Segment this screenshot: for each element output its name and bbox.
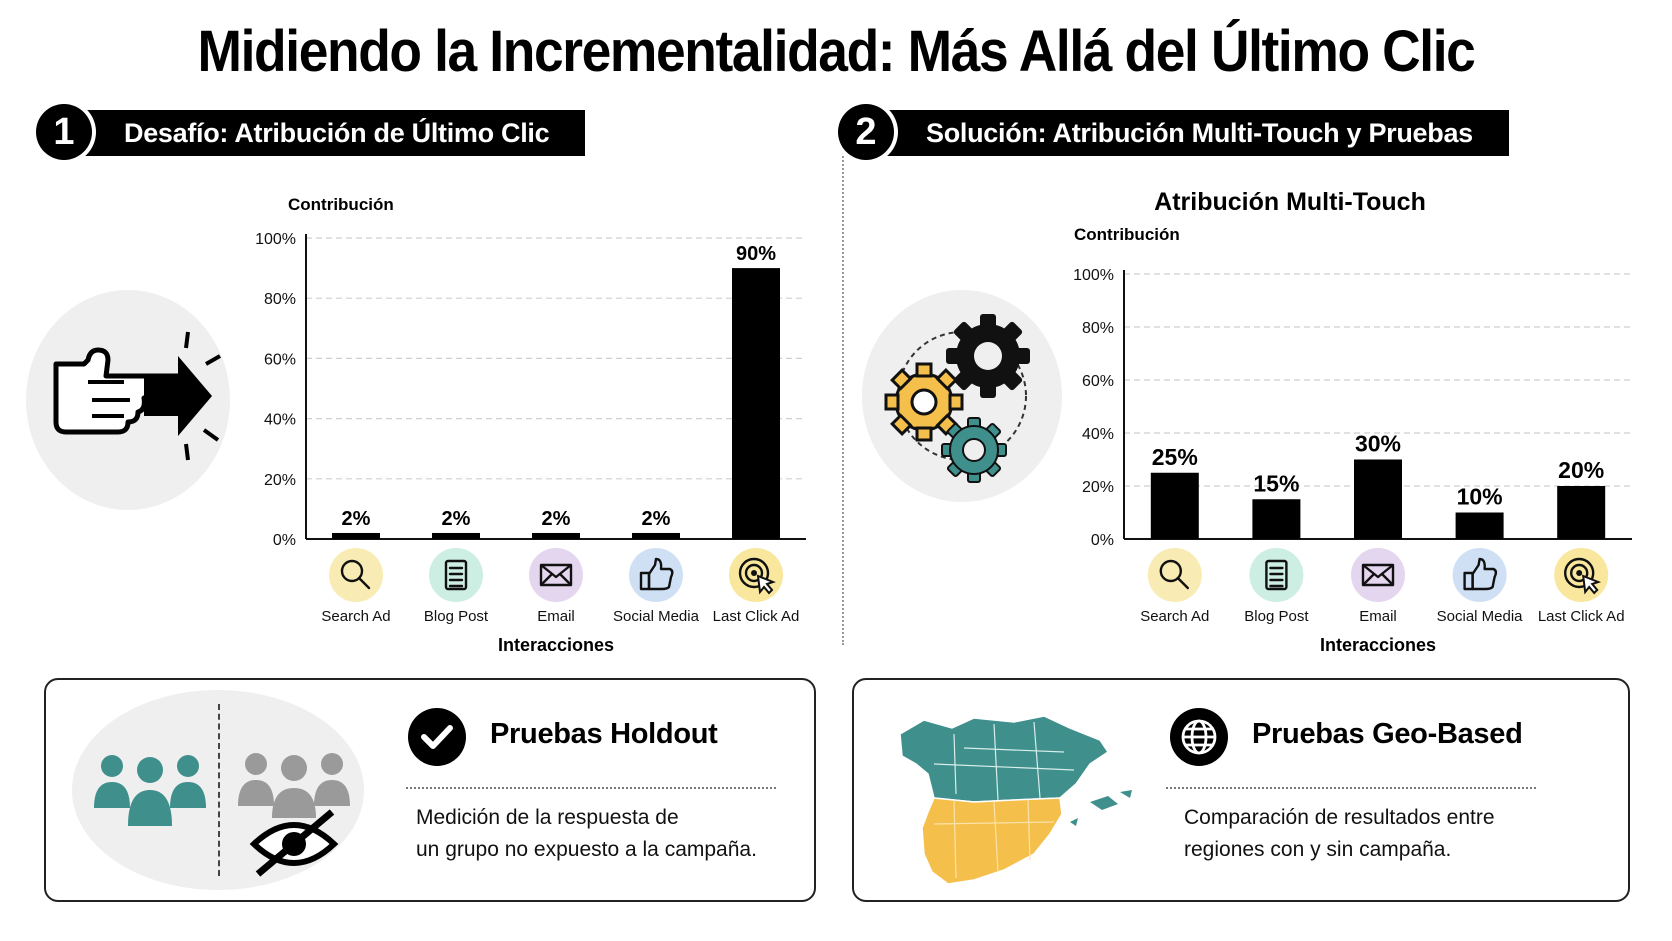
pointing-hand-icon [53,331,221,461]
section-2-header: 2 Solución: Atribución Multi-Touch y Pru… [838,104,1509,160]
section-1-label: Desafío: Atribución de Último Clic [72,110,586,156]
y-tick-label: 60% [264,351,296,368]
y-tick-label: 100% [255,231,296,248]
holdout-description-line1: Medición de la respuesta de [416,806,679,829]
y-axis-label: Contribución [1074,225,1180,244]
document-icon [429,548,483,602]
bar-value-label: 20% [1558,457,1604,483]
y-tick-label: 20% [1082,479,1114,496]
eye-slash-icon [249,809,339,877]
holdout-illustration [72,690,364,890]
bar-value-label: 2% [642,508,671,530]
holdout-title: Pruebas Holdout [490,718,718,750]
gears-icon [884,314,1030,483]
teal-gear-icon [941,417,1007,483]
envelope-icon [529,548,583,602]
geo-description: Comparación de resultados entre regiones… [1184,802,1604,866]
y-tick-label: 40% [1082,426,1114,443]
thumbs-up-icon [629,548,683,602]
bar-value-label: 30% [1355,431,1401,457]
y-tick-label: 40% [264,412,296,429]
y-tick-label: 100% [1073,267,1114,284]
geo-title: Pruebas Geo-Based [1252,718,1523,750]
bar-value-label: 2% [442,508,471,530]
black-gear-icon [946,314,1030,398]
bar [432,532,480,539]
group-separator [218,704,220,876]
y-tick-label: 20% [264,472,296,489]
holdout-description: Medición de la respuesta de un grupo no … [416,802,806,866]
y-tick-label: 0% [273,532,296,549]
x-axis-label: Interacciones [1320,635,1436,655]
bar [1150,472,1199,539]
holdout-description-line2: un grupo no expuesto a la campaña. [416,838,757,861]
bar-value-label: 25% [1152,444,1198,470]
bar-value-label: 2% [342,508,371,530]
section-1-header: 1 Desafío: Atribución de Último Clic [36,104,596,160]
x-axis-label: Interacciones [498,635,614,655]
bar [632,532,680,539]
globe-icon [1170,708,1228,766]
unexposed-group-icon [238,753,350,877]
y-axis-label: Contribución [288,195,394,214]
section-2-number: 2 [838,104,894,160]
geo-description-line2: regiones con y sin campaña. [1184,838,1452,861]
x-tick-label: Search Ad [1140,608,1209,625]
bar [532,532,580,539]
bar [1455,512,1504,539]
x-tick-label: Social Media [613,608,700,625]
magnifier-icon [1147,548,1202,602]
x-tick-label: Email [1359,608,1397,625]
x-tick-label: Last Click Ad [713,608,800,625]
checkmark-icon [408,708,466,766]
x-tick-label: Search Ad [321,608,390,625]
x-tick-label: Email [537,608,575,625]
y-tick-label: 60% [1082,373,1114,390]
target-cursor-icon [729,548,783,602]
spain-map-icon [899,715,1132,885]
bar-value-label: 10% [1457,484,1503,510]
y-tick-label: 0% [1091,532,1114,549]
holdout-divider [406,787,776,789]
bar [1557,486,1606,539]
x-tick-label: Blog Post [424,608,489,625]
document-icon [1249,548,1304,602]
multi-touch-illustration [862,290,1062,502]
bar-value-label: 15% [1253,470,1299,496]
yellow-gear-icon [884,362,964,442]
holdout-card: Pruebas Holdout Medición de la respuesta… [44,678,816,902]
geo-description-line1: Comparación de resultados entre [1184,806,1495,829]
section-1-number: 1 [36,104,92,160]
bar-value-label: 90% [736,243,776,265]
geo-card: Pruebas Geo-Based Comparación de resulta… [852,678,1630,902]
bar [732,268,780,539]
y-tick-label: 80% [1082,320,1114,337]
last-click-illustration [26,290,230,510]
y-tick-label: 80% [264,291,296,308]
section-2-label: Solución: Atribución Multi-Touch y Prueb… [874,110,1509,156]
chart-title: Atribución Multi-Touch [1154,190,1426,216]
x-tick-label: Blog Post [1244,608,1309,625]
thumbs-up-icon [1452,548,1507,602]
bar [1354,459,1402,539]
bar [1252,499,1301,539]
exposed-group-icon [94,755,206,826]
bar-value-label: 2% [542,508,571,530]
geo-divider [1166,787,1536,789]
section-divider [842,125,844,645]
last-click-chart: Contribución 0% 20% 40% 60% 80% 100% 2% Search A… [255,195,806,655]
multi-touch-chart: Atribución Multi-Touch Contribución 0% 20% 4… [1073,190,1632,655]
magnifier-icon [329,548,383,602]
x-tick-label: Social Media [1437,608,1524,625]
target-cursor-icon [1554,548,1609,602]
envelope-icon [1351,548,1405,602]
x-tick-label: Last Click Ad [1538,608,1625,625]
page-title: Midiendo la Incrementalidad: Más Allá de… [197,19,1476,84]
bar [332,532,380,539]
